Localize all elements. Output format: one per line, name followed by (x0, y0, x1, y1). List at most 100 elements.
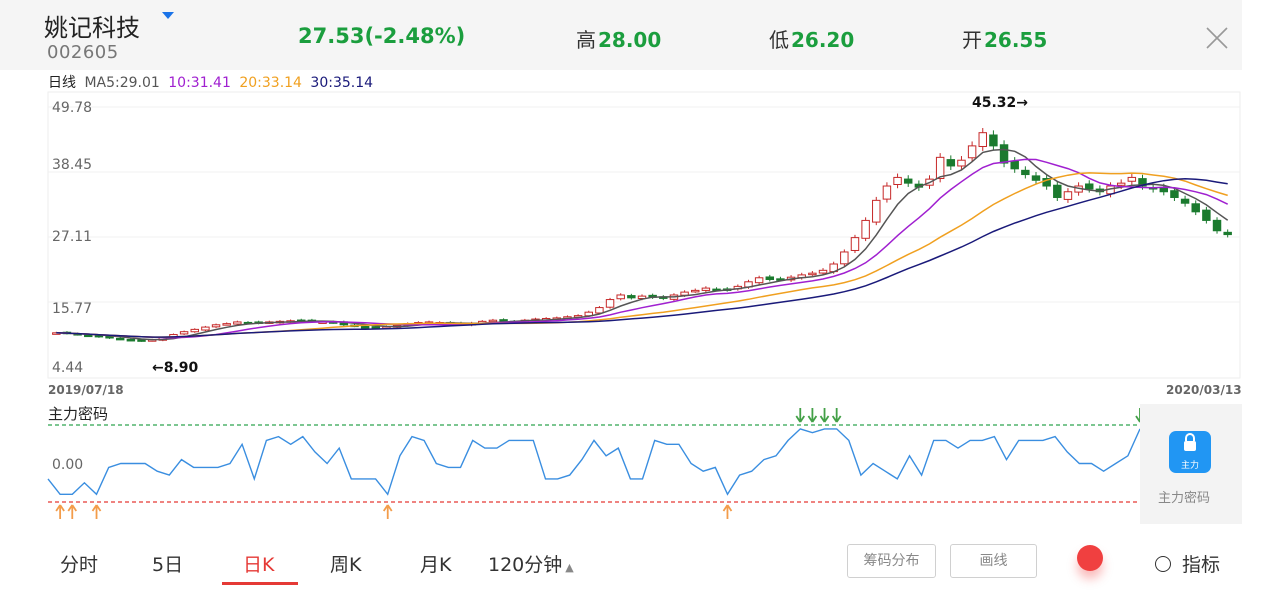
candle-body (989, 134, 998, 147)
tab-monthly-k[interactable]: 月K (420, 554, 452, 576)
candle-body (137, 339, 146, 342)
tab-weekly-k[interactable]: 周K (330, 554, 362, 576)
candle-body (1053, 184, 1062, 198)
tab-120min-label: 120分钟 (488, 554, 563, 576)
candle-body (840, 251, 849, 265)
buy-arrow-icon (67, 504, 78, 519)
candle-body (893, 176, 902, 185)
chevron-down-icon[interactable] (162, 12, 174, 19)
candle-body (691, 289, 700, 293)
low-stat: 低 26.20 (769, 24, 854, 53)
candle-body (1021, 169, 1030, 176)
candle-body (882, 185, 892, 200)
tab-intraday[interactable]: 分时 (60, 554, 99, 576)
candle-body (1085, 183, 1094, 190)
low-annotation: ←8.90 (152, 360, 199, 376)
ma10-value: 10:31.41 (168, 75, 231, 91)
candle-body (1180, 198, 1190, 204)
sell-arrow-icon (807, 408, 818, 423)
candle-body (605, 299, 615, 308)
y-tick-label: 49.78 (52, 100, 93, 116)
candle-body (850, 237, 860, 251)
candle-body (1127, 176, 1137, 182)
candle-body (84, 334, 93, 338)
candle-body (999, 144, 1009, 164)
period-label: 日线 (48, 75, 76, 91)
candle-body (222, 323, 231, 326)
stock-header (0, 0, 1242, 70)
open-label: 开 (962, 28, 982, 52)
candle-body (115, 337, 125, 341)
open-stat: 开 26.55 (962, 24, 1047, 53)
price-value: 27.53 (298, 24, 365, 48)
candle-body (616, 294, 625, 300)
side-panel-label: 主力密码 (1158, 491, 1211, 506)
candle-body (233, 321, 242, 325)
candle-body (211, 324, 221, 328)
high-stat: 高 28.00 (576, 24, 661, 53)
low-value: 26.20 (791, 28, 855, 52)
y-tick-label: 38.45 (52, 157, 93, 173)
buy-arrow-icon (91, 504, 102, 519)
indicator-line (47, 428, 1141, 496)
candle-body (1223, 231, 1232, 236)
high-label: 高 (576, 28, 596, 52)
low-label: 低 (769, 28, 789, 52)
chart-frame (47, 91, 1241, 379)
candle-body (765, 276, 775, 280)
stock-code: 002605 (47, 42, 119, 63)
chip-distribution-button[interactable]: 筹码分布 (847, 544, 936, 578)
start-date: 2019/07/18 (48, 383, 124, 397)
candle-body (978, 132, 987, 148)
lock-icon[interactable]: 主力 (1169, 431, 1211, 473)
tab-daily-k[interactable]: 日K (243, 554, 275, 576)
caret-up-icon: ▲ (565, 561, 574, 574)
candle-body (861, 219, 870, 239)
candle-body (201, 326, 210, 331)
side-icon-text: 主力 (1180, 461, 1199, 471)
sell-arrow-icon (819, 408, 830, 423)
y-tick-label: 27.11 (52, 229, 93, 245)
y-tick-label: 15.77 (52, 301, 93, 317)
candle-body (872, 199, 881, 223)
end-date: 2020/03/13 (1166, 383, 1242, 397)
sell-arrow-icon (795, 408, 806, 423)
candle-body (808, 272, 817, 276)
buy-arrow-icon (55, 504, 65, 519)
indicator-zero-label: 0.00 (52, 457, 84, 473)
candle-body (957, 159, 966, 167)
tab-120min[interactable]: 120分钟 ▲ (488, 550, 574, 577)
candle-body (126, 338, 136, 342)
indicator-button[interactable]: 指标 (1182, 554, 1221, 576)
ma5-value: MA5:29.01 (84, 75, 160, 91)
candle-body (190, 328, 199, 333)
stock-name[interactable]: 姚记科技 (44, 14, 140, 42)
ma20-value: 20:33.14 (239, 75, 302, 91)
buy-arrow-icon (722, 504, 733, 519)
candle-body (1031, 175, 1041, 181)
ma30-value: 30:35.14 (310, 75, 374, 91)
candle-body (595, 307, 604, 314)
ma-legend: 日线 MA5:29.01 10:31.41 20:33.14 30:35.14 (48, 72, 377, 92)
candle-body (1170, 190, 1179, 198)
candle-body (1202, 209, 1211, 221)
candle-body (360, 325, 370, 329)
indicator-icon[interactable] (1155, 556, 1171, 572)
ma20-line (56, 172, 1228, 338)
open-value: 26.55 (984, 28, 1048, 52)
draw-line-button[interactable]: 画线 (950, 544, 1037, 578)
record-button[interactable] (1077, 545, 1103, 571)
candle-body (701, 287, 711, 291)
y-tick-label: 4.44 (52, 360, 84, 376)
ma10-line (56, 158, 1229, 339)
candle-body (179, 331, 189, 335)
candle-body (1010, 160, 1019, 170)
close-icon[interactable] (1205, 26, 1229, 50)
ma5-line (56, 148, 1229, 341)
high-annotation: 45.32→ (972, 95, 1029, 111)
candle-body (967, 145, 977, 159)
candle-body (371, 326, 381, 329)
candle-body (1063, 191, 1073, 200)
tab-5day[interactable]: 5日 (152, 554, 184, 576)
